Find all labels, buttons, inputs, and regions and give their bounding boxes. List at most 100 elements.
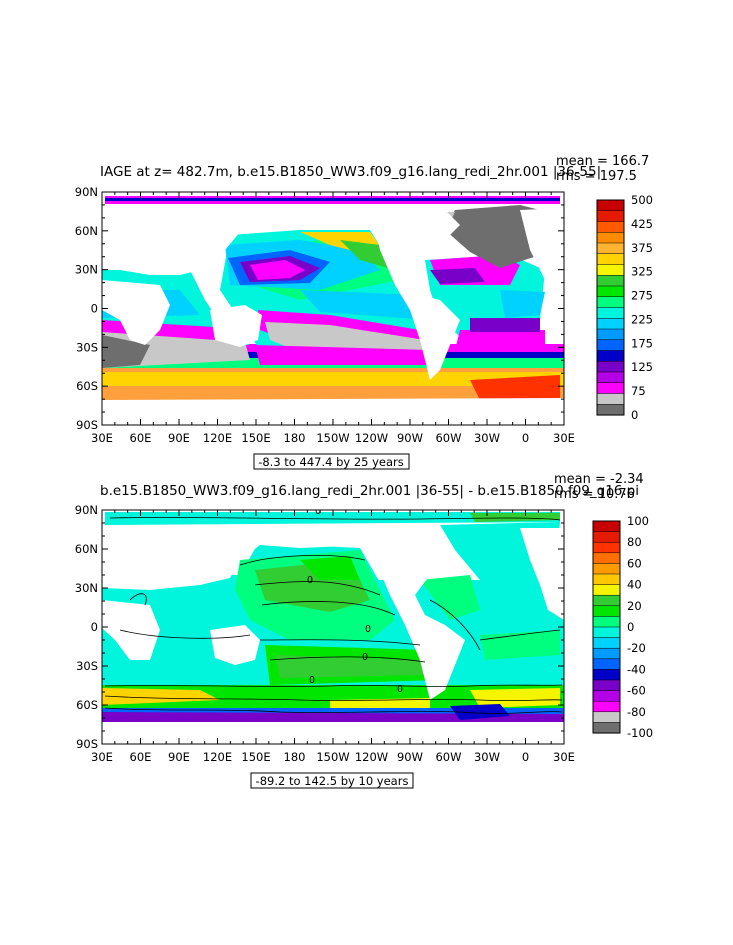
- y-tick-label: 60N: [75, 224, 98, 238]
- colorbar-swatch: [596, 296, 625, 309]
- colorbar-label: 0: [631, 408, 638, 422]
- panel-1-map: [102, 192, 564, 425]
- panel-2-mean: mean = -2.34: [554, 472, 644, 487]
- p2-land-europe: [520, 528, 564, 620]
- p2-land-africa: [102, 600, 160, 660]
- colorbar-label: 0: [627, 620, 634, 634]
- panel-2: b.e15.B1850_WW3.f09_g16.lang_redi_2hr.00…: [75, 472, 653, 789]
- y-tick-label: 60N: [75, 542, 98, 556]
- y-tick-label: 90S: [76, 418, 98, 432]
- colorbar-label: -60: [627, 684, 646, 698]
- colorbar-label: 40: [627, 578, 642, 592]
- panel-1-y-axis: 90N 60N 30N 0 30S 60S 90S: [75, 185, 564, 432]
- colorbar-label: -20: [627, 641, 646, 655]
- x-tick-label: 60E: [130, 431, 152, 445]
- p2-contour-lines: [104, 517, 563, 714]
- colorbar-swatch: [596, 307, 625, 319]
- x-tick-label: 60W: [435, 750, 461, 764]
- colorbar-swatch: [596, 361, 625, 373]
- colorbar-swatch: [592, 584, 621, 596]
- colorbar-swatch: [592, 626, 621, 639]
- colorbar-label: 175: [631, 336, 653, 350]
- x-tick-label: 30W: [474, 750, 500, 764]
- y-tick-label: 90N: [75, 503, 98, 517]
- contour-label: 0: [315, 506, 321, 517]
- colorbar-label: 275: [631, 289, 653, 303]
- colorbar-swatch: [596, 339, 625, 352]
- colorbar-label: -100: [627, 726, 653, 740]
- p1-land-americas: [370, 205, 460, 380]
- colorbar-swatch: [592, 541, 621, 554]
- x-tick-label: 150E: [241, 750, 270, 764]
- x-tick-label: 30E: [91, 431, 113, 445]
- y-tick-label: 90S: [76, 737, 98, 751]
- x-tick-label: 180: [284, 750, 306, 764]
- colorbar-swatch: [596, 275, 625, 287]
- colorbar-swatch: [596, 264, 625, 276]
- panel-1: IAGE at z= 482.7m, b.e15.B1850_WW3.f09_g…: [75, 154, 653, 470]
- x-tick-label: 60W: [435, 431, 461, 445]
- colorbar-label: 500: [631, 193, 653, 207]
- colorbar-swatch: [592, 563, 621, 575]
- panel-1-rms: rms = 197.5: [556, 169, 637, 184]
- colorbar-label: -40: [627, 662, 646, 676]
- x-tick-label: 0: [522, 750, 529, 764]
- colorbar-swatch: [596, 350, 625, 362]
- colorbar-label: 225: [631, 312, 653, 326]
- colorbar-swatch: [592, 722, 621, 734]
- contour-label: 0: [309, 675, 315, 686]
- x-tick-label: 30W: [474, 431, 500, 445]
- colorbar-swatch: [596, 328, 625, 341]
- x-tick-label: 120E: [203, 750, 232, 764]
- colorbar-swatch: [592, 690, 621, 702]
- panel-2-x-axis: 30E 60E 90E 120E 150E 180 150W 120W 90W 60W 30W 0 30…: [91, 510, 575, 764]
- panel-1-contour-info-box: [253, 453, 410, 470]
- colorbar-label: 20: [627, 599, 642, 613]
- p2-land-asia: [102, 525, 380, 590]
- x-tick-label: 150E: [241, 431, 270, 445]
- contour-label: 0: [365, 624, 371, 635]
- p1-land-africa: [102, 280, 170, 345]
- panel-1-contour-info: -8.3 to 447.4 by 25 years: [258, 455, 404, 469]
- y-tick-label: 60S: [76, 698, 98, 712]
- y-tick-label: 30N: [75, 581, 98, 595]
- colorbar-swatch: [596, 199, 625, 212]
- y-tick-label: 90N: [75, 185, 98, 199]
- colorbar-swatch: [596, 318, 625, 330]
- y-tick-label: 30S: [76, 340, 98, 354]
- panel-2-contour-info-box: [250, 772, 414, 789]
- colorbar-swatch: [596, 404, 625, 416]
- p1-land-antarctica: [102, 398, 564, 425]
- contour-label: 0: [362, 652, 368, 663]
- panel-1-x-axis: 30E 60E 90E 120E 150E 180 150W 120W 90W 60W 30W 0 30…: [91, 192, 575, 445]
- colorbar-label: 80: [627, 535, 642, 549]
- colorbar-swatch: [592, 531, 621, 543]
- p1-land-asia: [102, 205, 400, 275]
- x-tick-label: 150W: [316, 750, 349, 764]
- colorbar-swatch: [592, 647, 621, 660]
- panel-2-rms: rms = 10.76: [554, 487, 635, 502]
- colorbar-label: 375: [631, 241, 653, 255]
- x-tick-label: 120W: [355, 431, 388, 445]
- colorbar-swatch: [596, 253, 625, 266]
- panel-1-title: IAGE at z= 482.7m, b.e15.B1850_WW3.f09_g…: [100, 164, 601, 180]
- panel-1-colorbar: 500 425 375 325 275 225 175 125 75 0: [596, 193, 653, 422]
- panel-2-y-axis: 90N 60N 30N 0 30S 60S 90S: [75, 503, 564, 751]
- colorbar-swatch: [592, 552, 621, 564]
- x-tick-label: 120W: [355, 750, 388, 764]
- panel-1-mean: mean = 166.7: [556, 154, 649, 169]
- colorbar-label: 60: [627, 556, 642, 570]
- colorbar-swatch: [592, 573, 621, 586]
- panel-2-colorbar: 100 80 60 40 20 0 -20 -40 -60 -80 -100: [592, 514, 653, 740]
- colorbar-swatch: [592, 679, 621, 692]
- colorbar-label: 100: [627, 514, 649, 528]
- x-tick-label: 150W: [316, 431, 349, 445]
- colorbar-swatch: [592, 637, 621, 649]
- colorbar-swatch: [596, 210, 625, 223]
- x-tick-label: 90E: [168, 750, 190, 764]
- contour-label: 0: [397, 684, 403, 695]
- y-tick-label: 0: [91, 620, 98, 634]
- colorbar-swatch: [592, 594, 621, 607]
- colorbar-label: 425: [631, 217, 653, 231]
- p2-land-americas: [365, 525, 465, 700]
